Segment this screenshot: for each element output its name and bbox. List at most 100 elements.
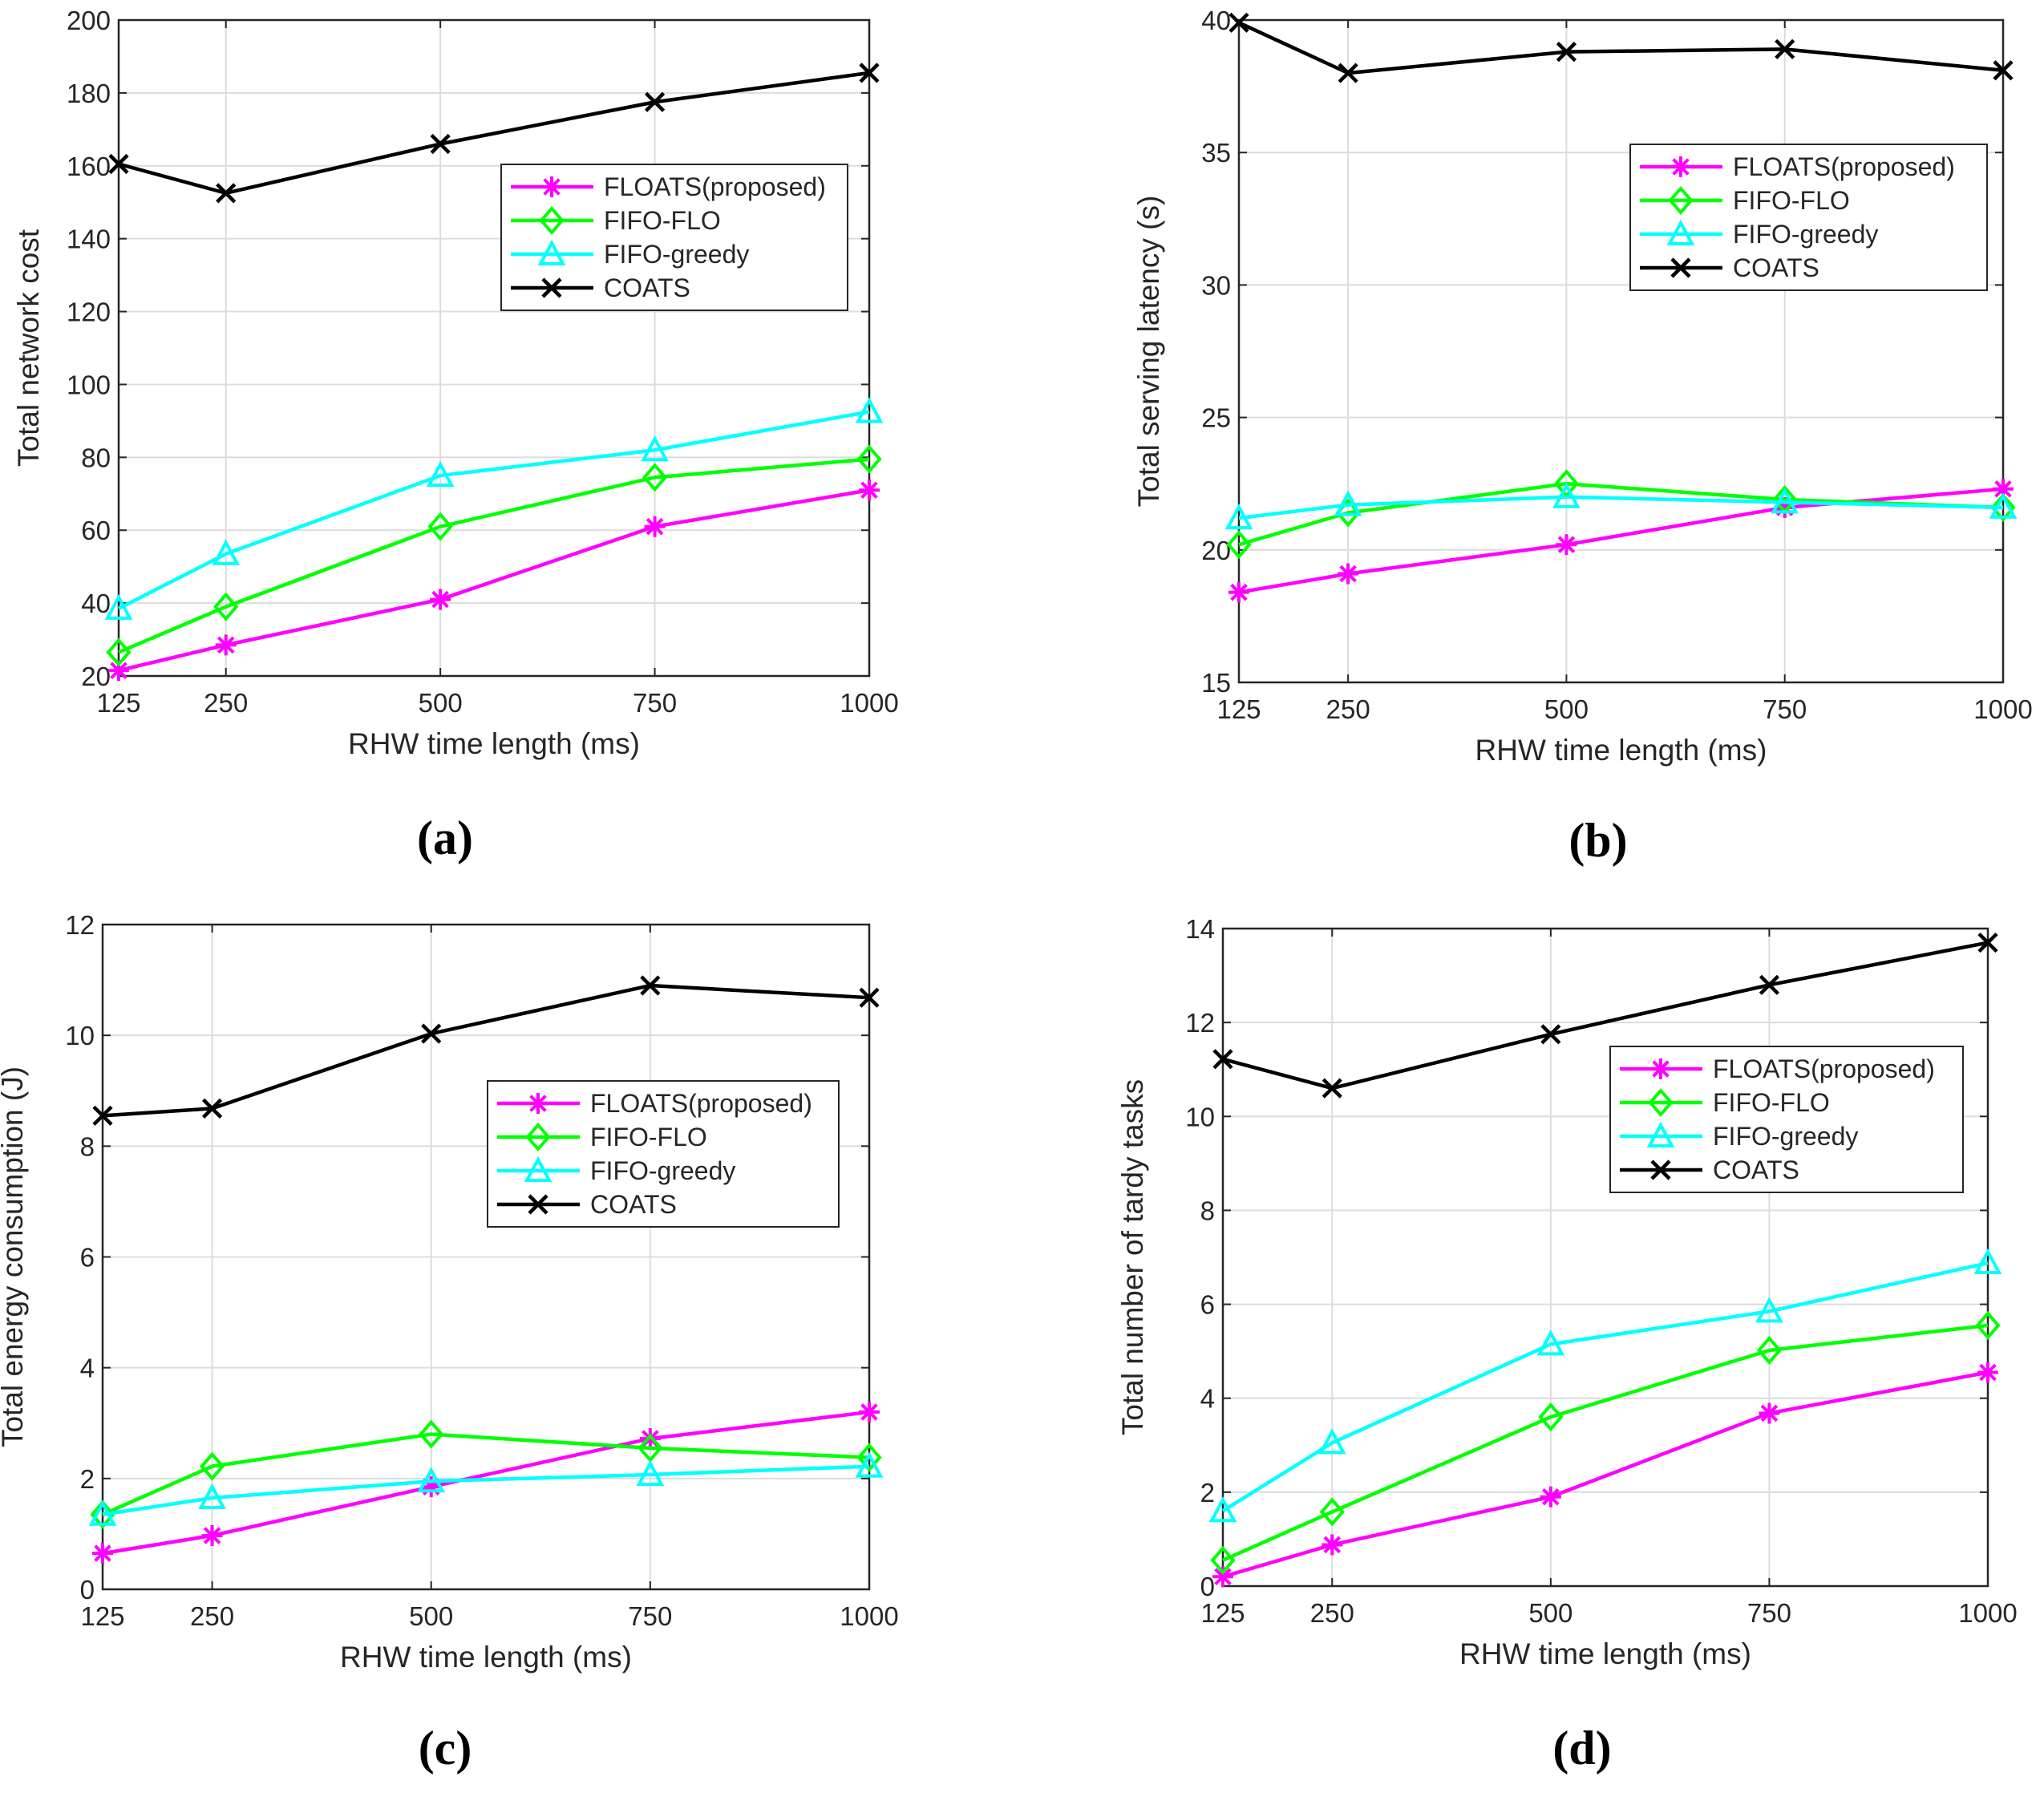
data-point (92, 1105, 113, 1126)
legend-label: FIFO-FLO (1733, 186, 1850, 215)
legend-marker (1670, 257, 1691, 278)
series-fifo-greedy (1224, 482, 2018, 530)
legend-marker (528, 1194, 548, 1215)
legend: FLOATS(proposed) FIFO-FLO FIFO-greedy COATS (487, 1080, 840, 1228)
y-tick-label: 8 (80, 1131, 95, 1161)
y-axis-label: Total number of tardy tasks (1116, 1079, 1149, 1435)
data-point (856, 444, 882, 474)
legend-item: FLOATS(proposed) (511, 172, 826, 201)
x-tick-label: 250 (204, 688, 248, 718)
y-tick-label: 200 (67, 6, 111, 35)
data-point (1755, 1297, 1783, 1323)
legend-marker (541, 176, 562, 197)
data-point (1977, 1362, 1998, 1383)
legend-item: FLOATS(proposed) (1620, 1054, 1935, 1083)
data-point (108, 153, 129, 175)
legend-item: COATS (497, 1190, 677, 1219)
y-tick-label: 4 (80, 1354, 95, 1383)
y-tick-label: 40 (1201, 6, 1231, 35)
data-point (426, 460, 455, 488)
x-tick-label: 125 (1216, 694, 1261, 724)
y-tick-label: 4 (1200, 1384, 1215, 1414)
legend-item: COATS (511, 273, 690, 302)
y-axis-label: Total energy consumption (J) (0, 1066, 29, 1447)
x-tick-label: 500 (409, 1601, 453, 1631)
y-tick-label: 0 (1200, 1572, 1215, 1601)
y-tick-label: 120 (67, 297, 111, 327)
legend-marker (1650, 1160, 1671, 1180)
y-tick-label: 60 (81, 516, 111, 545)
legend-item: COATS (1620, 1155, 1799, 1184)
data-point (636, 1459, 665, 1486)
panel-caption: (b) (1568, 814, 1627, 867)
data-point (199, 1451, 225, 1481)
legend-box (500, 164, 848, 311)
x-tick-label: 500 (1528, 1598, 1572, 1628)
data-point (1973, 1248, 2002, 1275)
data-point (1319, 1497, 1345, 1527)
legend-item: COATS (1640, 253, 1819, 282)
legend-item: FLOATS(proposed) (1640, 152, 1955, 181)
series-line (1238, 495, 2004, 520)
legend-label: FIFO-greedy (1713, 1122, 1858, 1151)
data-point (1538, 1402, 1564, 1432)
x-tick-label: 250 (1310, 1598, 1354, 1628)
x-tick-label: 250 (1326, 694, 1370, 724)
legend-item: FIFO-FLO (497, 1122, 707, 1152)
x-axis-label: RHW time length (ms) (1459, 1637, 1751, 1670)
axes-box (117, 18, 871, 678)
y-tick-label: 12 (65, 910, 95, 940)
x-tick-label: 125 (80, 1601, 124, 1631)
data-point (1338, 63, 1358, 83)
data-point (1224, 503, 1253, 530)
legend-item: FIFO-greedy (511, 239, 749, 269)
legend-label: FIFO-greedy (1733, 220, 1878, 249)
chart-panel-d: 125 250 500 750 1000 0 2 4 6 8 10 12 14 RHW time leng… (1116, 914, 2018, 1775)
legend-item: FIFO-greedy (497, 1155, 735, 1185)
y-tick-label: 8 (1200, 1196, 1215, 1225)
chart-panel-c: 125 250 500 750 1000 0 2 4 6 8 10 12 RHW time length… (0, 910, 899, 1775)
legend-item: FIFO-greedy (1640, 219, 1878, 249)
x-axis-label: RHW time length (ms) (348, 727, 640, 760)
data-point (201, 1524, 223, 1546)
data-point (108, 660, 129, 682)
data-point (215, 634, 237, 656)
legend-label: FIFO-FLO (1713, 1088, 1830, 1117)
legend-label: FIFO-greedy (604, 240, 749, 269)
x-tick-label: 1000 (1958, 1598, 2017, 1628)
series-fifo-greedy (104, 397, 884, 620)
data-point (417, 1467, 446, 1493)
data-point (1975, 1310, 2001, 1340)
data-point (1228, 581, 1249, 603)
data-point (1322, 1534, 1343, 1556)
data-point (213, 592, 239, 621)
x-tick-label: 750 (633, 688, 677, 718)
data-point (1556, 534, 1577, 556)
legend-item: FIFO-FLO (511, 205, 721, 236)
legend-item: FLOATS(proposed) (497, 1089, 812, 1118)
x-tick-label: 125 (1200, 1598, 1245, 1628)
data-point (1226, 530, 1252, 560)
legend-label: COATS (1713, 1155, 1799, 1184)
y-tick-label: 10 (1185, 1102, 1215, 1131)
series-coats (108, 63, 880, 204)
data-point (855, 397, 884, 423)
y-tick-label: 2 (80, 1464, 95, 1494)
data-point (1208, 1496, 1237, 1523)
legend-marker (1650, 1058, 1671, 1079)
legend-label: FLOATS(proposed) (1733, 152, 1955, 181)
data-point (216, 183, 237, 204)
data-point (859, 1401, 880, 1423)
data-point (642, 463, 668, 492)
legend-marker (528, 1093, 548, 1114)
plot-area (1239, 20, 2003, 682)
series-floats-proposed (1212, 1362, 1998, 1588)
data-point (1556, 42, 1577, 63)
y-tick-label: 6 (80, 1243, 95, 1273)
y-tick-label: 15 (1201, 668, 1231, 698)
legend-label: FLOATS(proposed) (590, 1089, 812, 1118)
data-point (644, 91, 666, 112)
data-point (1993, 478, 2014, 500)
y-tick-label: 80 (81, 443, 111, 472)
series-line (1221, 1261, 1989, 1513)
